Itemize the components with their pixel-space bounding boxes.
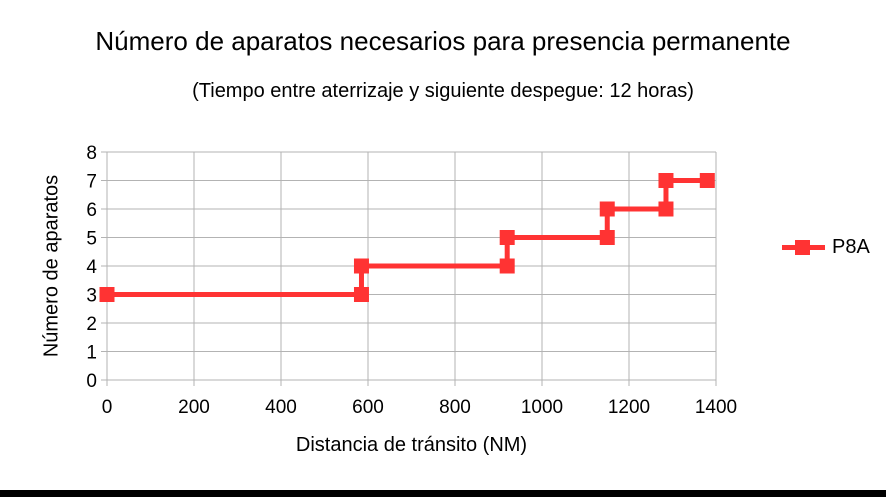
- series-marker: [499, 230, 515, 245]
- chart-title: Número de aparatos necesarios para prese…: [95, 26, 791, 56]
- series-line: [107, 178, 708, 297]
- x-tick-label: 800: [439, 397, 471, 418]
- y-tick-label: 5: [86, 229, 97, 250]
- x-tick-label: 0: [102, 397, 113, 418]
- series-marker: [599, 230, 615, 245]
- x-tick-label: 1000: [521, 397, 563, 418]
- legend: P8A: [781, 236, 886, 258]
- series-marker: [499, 258, 515, 274]
- y-tick-label: 8: [86, 143, 97, 164]
- series-marker: [353, 287, 369, 302]
- y-tick-label: 7: [86, 172, 97, 193]
- x-tick-label: 1200: [608, 397, 650, 418]
- x-tick-label: 1400: [695, 397, 737, 418]
- series-marker: [599, 201, 615, 217]
- y-tick-label: 3: [86, 286, 97, 307]
- series-marker: [99, 287, 115, 302]
- legend-label: P8A: [832, 236, 870, 258]
- series-marker: [658, 201, 674, 217]
- series-marker: [699, 173, 715, 188]
- y-tick-label: 4: [86, 257, 97, 278]
- chart-subtitle: (Tiempo entre aterrizaje y siguiente des…: [192, 80, 694, 102]
- series-marker: [353, 258, 369, 274]
- legend-marker-sample: [795, 240, 810, 255]
- bottom-bar: [0, 490, 886, 497]
- x-tick-label: 400: [265, 397, 297, 418]
- y-tick-label: 0: [86, 371, 97, 392]
- y-tick-label: 6: [86, 200, 97, 221]
- y-tick-label: 1: [86, 343, 97, 364]
- series-marker: [658, 173, 674, 188]
- x-tick-label: 200: [178, 397, 210, 418]
- y-tick-label: 2: [86, 314, 97, 335]
- x-axis-title: Distancia de tránsito (NM): [295, 434, 528, 456]
- x-tick-label: 600: [352, 397, 384, 418]
